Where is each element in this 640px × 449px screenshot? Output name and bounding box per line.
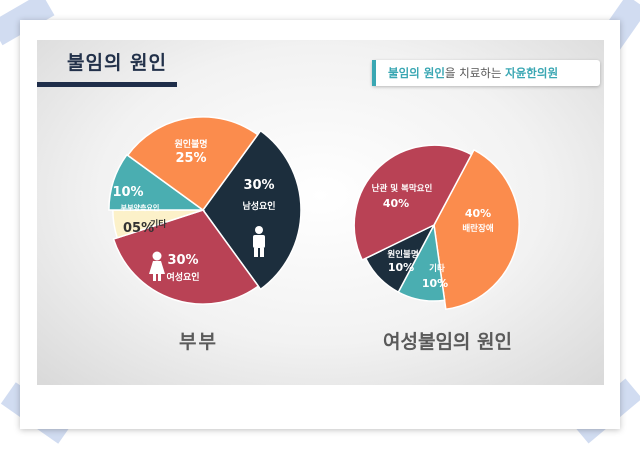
chart2-title: 여성불임의 원인 xyxy=(383,331,512,353)
male-person-icon xyxy=(255,226,263,234)
chart2-slice-3 xyxy=(353,144,473,261)
chart1-slice-0 xyxy=(202,129,302,291)
female-person-icon-leg-left xyxy=(153,274,156,281)
chart2-label-2: 원인불명 xyxy=(387,249,418,260)
male-person-icon-leg-right xyxy=(260,248,264,257)
chart1-label-3: 부부양측요인 xyxy=(121,203,160,212)
female-person-icon-leg-right xyxy=(158,274,161,281)
title-underline xyxy=(37,82,177,87)
chart1-slice-1 xyxy=(112,209,260,305)
subtitle-accent xyxy=(372,60,376,86)
chart1-pct-2: 05% xyxy=(123,221,154,236)
page-title: 불임의 원인 xyxy=(67,52,168,74)
chart2-pct-0: 40% xyxy=(465,207,491,220)
chart2-pct-1: 10% xyxy=(422,277,448,290)
female-person-icon-dress xyxy=(149,261,165,274)
subtitle-part2: 을 치료하는 xyxy=(444,66,502,80)
chart2-pct-2: 10% xyxy=(388,261,414,274)
subtitle: 불임의 원인을 치료하는 자윤한의원 xyxy=(388,65,558,81)
female-person-icon xyxy=(152,251,162,261)
chart1-pct-3: 10% xyxy=(112,185,143,200)
chart2-slice-0 xyxy=(433,148,520,311)
chart1-label-1: 여성요인 xyxy=(166,271,199,283)
chart2-label-3: 난관 및 복막요인 xyxy=(372,183,433,194)
chart1-slice-4 xyxy=(126,116,259,212)
chart1-slice-3 xyxy=(108,153,206,211)
chart1-pct-4: 25% xyxy=(175,151,206,166)
subtitle-part1: 불임의 원인 xyxy=(388,66,445,80)
chart1-label-0: 남성요인 xyxy=(242,200,275,212)
chart2-label-0: 배란장애 xyxy=(462,223,493,234)
chart1-label-2: 기타 xyxy=(150,218,167,230)
chart2-label-1: 기타 xyxy=(429,263,445,274)
chart1-label-4: 원인불명 xyxy=(174,138,207,150)
subtitle-box: 불임의 원인을 치료하는 자윤한의원 xyxy=(372,60,600,86)
subtitle-part3: 자윤한의원 xyxy=(505,66,559,80)
chart1-title: 부부 xyxy=(179,331,218,353)
chart2-pct-3: 40% xyxy=(383,197,409,210)
male-person-icon-body xyxy=(253,235,265,248)
chart1-pct-1: 30% xyxy=(167,253,198,268)
chart1-pct-0: 30% xyxy=(243,178,274,193)
male-person-icon-leg-left xyxy=(254,248,258,257)
